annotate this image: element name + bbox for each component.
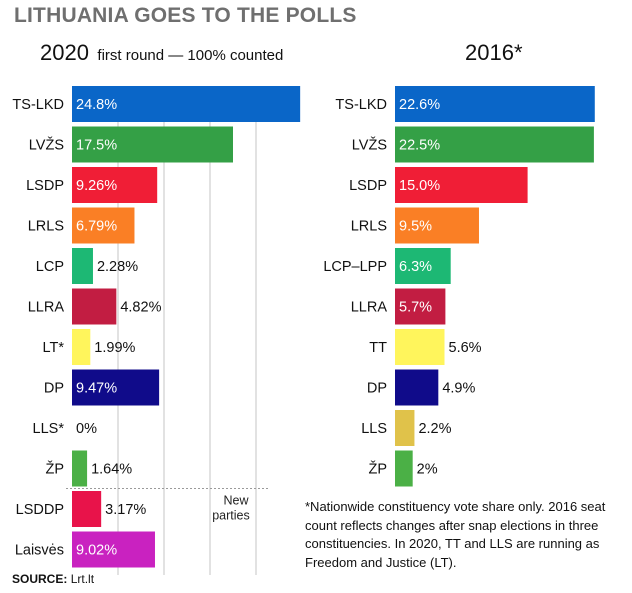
bar-2016-lcp-lpp: [395, 248, 451, 284]
subtitle-2020-year: 2020: [40, 40, 89, 65]
value-label-2020-dp: 9.47%: [76, 381, 117, 397]
value-label-2016-lcp-lpp: 6.3%: [399, 259, 432, 275]
grid-lines: [117, 86, 257, 575]
category-label-2016-ts-lkd: TS-LKD: [335, 97, 387, 113]
category-label-2020-ts-lkd: TS-LKD: [12, 97, 64, 113]
chart-title: LITHUANIA GOES TO THE POLLS: [14, 4, 357, 27]
value-label-2020-lt: 1.99%: [94, 340, 135, 356]
value-label-2016-ts-lkd: 22.6%: [399, 97, 440, 113]
category-label-2020-lt: LT*: [43, 340, 65, 356]
subtitle-2016: 2016*: [465, 40, 523, 66]
new-parties-annotation-line2: parties: [212, 509, 250, 523]
category-label-2016-dp: DP: [367, 381, 387, 397]
category-label-2016-lls: LLS: [361, 421, 387, 437]
bar-2020-lcp: [72, 248, 93, 284]
bar-2016-lvzs: [395, 126, 594, 163]
bar-2020-ts-lkd: [72, 86, 301, 122]
source-line: SOURCE: Lrt.lt: [12, 572, 94, 586]
value-label-2016-llra: 5.7%: [399, 300, 432, 316]
value-label-2016-lsdp: 15.0%: [399, 178, 440, 194]
source-text: Lrt.lt: [70, 572, 95, 586]
bar-2020-lt: [72, 329, 91, 365]
category-label-2020-zp: ŽP: [45, 461, 64, 478]
bar-2016-lsdp: [395, 167, 528, 203]
value-label-2020-lcp: 2.28%: [97, 259, 138, 275]
value-label-2020-llra: 4.82%: [120, 300, 161, 316]
bar-2016-ts-lkd: [395, 86, 595, 122]
value-label-2016-lvzs: 22.5%: [399, 138, 440, 154]
footnote: *Nationwide constituency vote share only…: [305, 499, 606, 570]
value-label-2020-lvzs: 17.5%: [76, 138, 117, 154]
value-label-2020-lsdp: 9.26%: [76, 178, 117, 194]
category-label-2020-llra: LLRA: [28, 300, 65, 316]
subtitle-2016-year: 2016*: [465, 40, 523, 65]
bar-2020-laisves: [72, 531, 155, 568]
category-label-2020-lrls: LRLS: [28, 219, 64, 235]
value-label-2016-tt: 5.6%: [449, 340, 482, 356]
chart-2016: TS-LKD 22.6% LVŽS 22.5% LSDP 15.0% LRLS 9.5% LCP…: [323, 86, 595, 487]
category-label-2020-lsddp: LSDDP: [16, 502, 64, 518]
value-label-2020-lsddp: 3.17%: [105, 502, 146, 518]
category-label-2016-lvzs: LVŽS: [352, 137, 387, 154]
value-label-2016-lls: 2.2%: [418, 421, 451, 437]
bar-2016-zp: [395, 450, 413, 487]
bar-2020-lsdp: [72, 167, 158, 203]
category-label-2016-lrls: LRLS: [351, 219, 387, 235]
value-label-2016-zp: 2%: [417, 462, 438, 478]
bar-2016-tt: [395, 329, 445, 365]
category-label-2016-tt: TT: [369, 340, 387, 356]
category-label-2020-lsdp: LSDP: [26, 178, 64, 194]
value-label-2020-ts-lkd: 24.8%: [76, 97, 117, 113]
bar-2020-dp: [72, 369, 160, 406]
category-label-2020-dp: DP: [44, 381, 64, 397]
bar-2020-lrls: [72, 207, 135, 244]
value-label-2020-lls: 0%: [76, 421, 97, 437]
subtitle-2020-detail: first round — 100% counted: [97, 47, 284, 64]
bar-2020-lsddp: [72, 491, 102, 527]
bar-2016-dp: [395, 369, 439, 406]
bar-2020-lvzs: [72, 126, 233, 163]
category-label-2016-lcp-lpp: LCP–LPP: [323, 259, 387, 275]
category-label-2020-lvzs: LVŽS: [29, 137, 64, 154]
bar-2016-lls: [395, 410, 415, 446]
category-label-2020-lls: LLS*: [33, 421, 65, 437]
bar-2020-llra: [72, 288, 117, 325]
value-label-2016-dp: 4.9%: [442, 381, 475, 397]
chart-2020: TS-LKD 24.8% LVŽS 17.5% LSDP 9.26% LRLS 6.79% LC…: [12, 86, 301, 568]
category-label-2016-lsdp: LSDP: [349, 178, 387, 194]
value-label-2020-laisves: 9.02%: [76, 543, 117, 559]
value-label-2016-lrls: 9.5%: [399, 219, 432, 235]
category-label-2020-laisves: Laisvės: [15, 543, 64, 559]
category-label-2016-llra: LLRA: [351, 300, 388, 316]
new-parties-annotation-line1: New: [223, 494, 249, 508]
bar-2016-lrls: [395, 207, 479, 244]
category-label-2020-lcp: LCP: [36, 259, 64, 275]
subtitle-2020: 2020 first round — 100% counted: [40, 40, 283, 66]
value-label-2020-lrls: 6.79%: [76, 219, 117, 235]
value-label-2020-zp: 1.64%: [91, 462, 132, 478]
category-label-2016-zp: ŽP: [368, 461, 387, 478]
bar-2016-llra: [395, 288, 446, 325]
bar-2020-zp: [72, 450, 88, 487]
source-label: SOURCE:: [12, 572, 68, 586]
